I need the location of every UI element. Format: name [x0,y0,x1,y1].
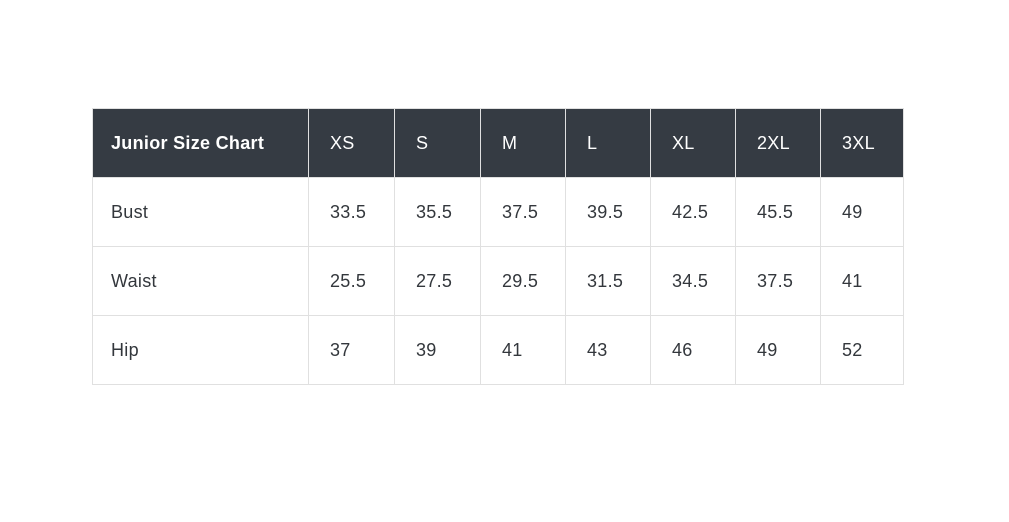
table-row-bust: Bust 33.5 35.5 37.5 39.5 42.5 45.5 49 [92,177,904,247]
column-header-xl: XL [650,108,736,178]
table-title: Junior Size Chart [92,108,309,178]
row-label-bust: Bust [92,177,309,247]
row-label-hip: Hip [92,315,309,385]
cell-bust-m: 37.5 [480,177,566,247]
table-row-hip: Hip 37 39 41 43 46 49 52 [92,315,904,385]
column-header-xs: XS [308,108,395,178]
cell-waist-l: 31.5 [565,246,651,316]
cell-hip-2xl: 49 [735,315,821,385]
column-header-2xl: 2XL [735,108,821,178]
cell-hip-s: 39 [394,315,481,385]
cell-hip-m: 41 [480,315,566,385]
cell-bust-s: 35.5 [394,177,481,247]
header-row: Junior Size Chart XS S M L XL 2XL 3XL [92,108,904,178]
size-chart-container: Junior Size Chart XS S M L XL 2XL 3XL Bu… [92,108,904,385]
cell-waist-s: 27.5 [394,246,481,316]
cell-bust-xl: 42.5 [650,177,736,247]
cell-hip-xs: 37 [308,315,395,385]
cell-hip-xl: 46 [650,315,736,385]
row-label-waist: Waist [92,246,309,316]
column-header-l: L [565,108,651,178]
table-row-waist: Waist 25.5 27.5 29.5 31.5 34.5 37.5 41 [92,246,904,316]
cell-bust-2xl: 45.5 [735,177,821,247]
cell-bust-xs: 33.5 [308,177,395,247]
column-header-m: M [480,108,566,178]
cell-bust-l: 39.5 [565,177,651,247]
cell-waist-xl: 34.5 [650,246,736,316]
cell-waist-3xl: 41 [820,246,904,316]
cell-hip-3xl: 52 [820,315,904,385]
cell-waist-2xl: 37.5 [735,246,821,316]
cell-waist-m: 29.5 [480,246,566,316]
column-header-3xl: 3XL [820,108,904,178]
column-header-s: S [394,108,481,178]
size-chart-table: Junior Size Chart XS S M L XL 2XL 3XL Bu… [92,108,904,385]
cell-hip-l: 43 [565,315,651,385]
cell-bust-3xl: 49 [820,177,904,247]
cell-waist-xs: 25.5 [308,246,395,316]
